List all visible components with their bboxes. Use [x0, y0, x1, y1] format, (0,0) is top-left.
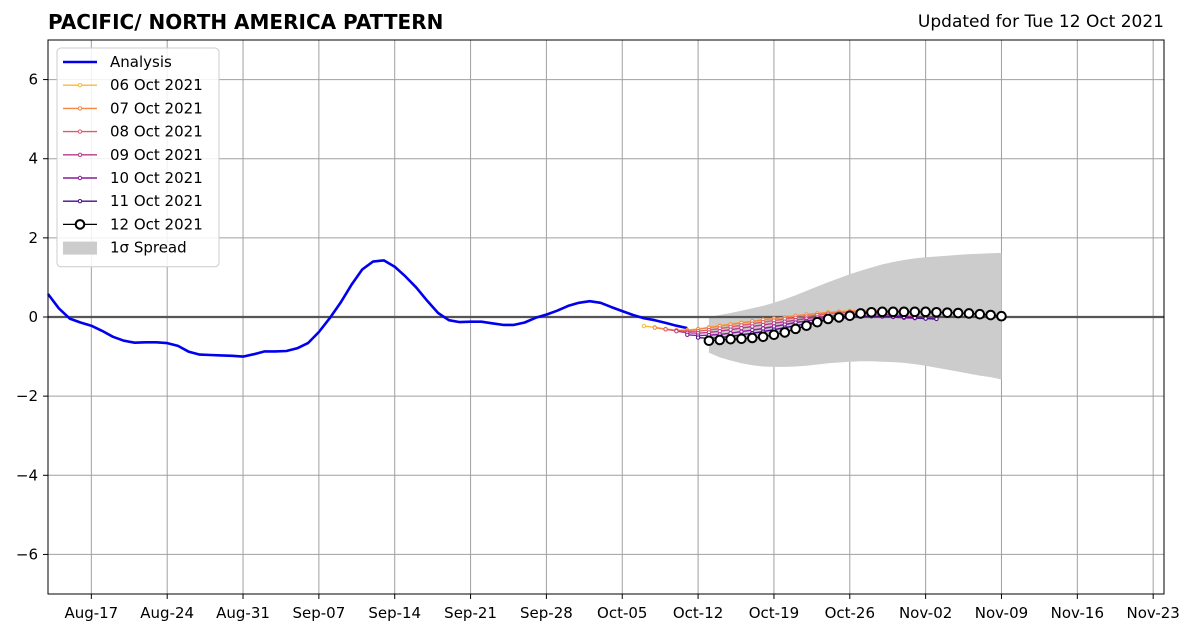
legend-label-08-oct-2021: 08 Oct 2021 [110, 123, 203, 141]
series-point-12-oct-2021 [703, 335, 715, 347]
x-tick-label: Sep-28 [520, 604, 573, 622]
series-point-12-oct-2021 [974, 308, 986, 320]
x-tick-label: Oct-12 [673, 604, 723, 622]
series-point-09-oct-2021 [674, 329, 679, 334]
series-point-09-oct-2021 [728, 327, 733, 332]
series-point-09-oct-2021 [760, 322, 766, 328]
legend-box [56, 47, 220, 268]
series-point-07-oct-2021 [652, 325, 657, 330]
legend-swatch-spread [63, 241, 97, 255]
series-point-09-oct-2021 [750, 324, 755, 329]
y-tick-label: −6 [16, 545, 38, 563]
series-point-12-oct-2021 [790, 323, 801, 335]
legend-marker-12-oct-2021 [74, 219, 86, 230]
y-tick-label: 0 [28, 308, 38, 326]
x-tick-label: Aug-24 [140, 604, 194, 622]
series-point-12-oct-2021 [887, 306, 899, 318]
y-tick-label: 2 [28, 229, 38, 247]
x-tick-label: Aug-17 [64, 604, 118, 622]
x-tick-label: Oct-05 [597, 604, 647, 622]
legend-label-1-spread: 1σ Spread [110, 239, 187, 257]
legend-marker-11-oct-2021 [77, 199, 83, 204]
legend-marker-10-oct-2021 [77, 175, 83, 181]
x-tick-label: Nov-02 [899, 604, 952, 622]
x-tick-label: Nov-09 [975, 604, 1028, 622]
y-tick-label: 4 [28, 150, 38, 168]
series-point-08-oct-2021 [663, 327, 668, 332]
series-line-analysis [46, 259, 688, 358]
series-point-12-oct-2021 [866, 306, 877, 318]
series-point-12-oct-2021 [963, 308, 975, 319]
series-point-12-oct-2021 [725, 333, 736, 345]
x-tick-label: Sep-21 [444, 604, 497, 622]
series-point-06-oct-2021 [641, 323, 647, 329]
series-line-12-oct-2021 [708, 311, 1002, 342]
series-point-12-oct-2021 [942, 307, 953, 318]
series-point-11-oct-2021 [934, 316, 939, 322]
legend-label-09-oct-2021: 09 Oct 2021 [110, 146, 203, 164]
chart-title: PACIFIC/ NORTH AMERICA PATTERN [48, 10, 444, 34]
legend-marker-06-oct-2021 [77, 83, 83, 88]
series-point-12-oct-2021 [996, 310, 1007, 322]
series-point-12-oct-2021 [909, 306, 921, 318]
y-tick-label: 6 [28, 71, 38, 89]
series-layer [46, 259, 1007, 358]
chart-subtitle: Updated for Tue 12 Oct 2021 [917, 12, 1164, 32]
series-point-12-oct-2021 [811, 316, 823, 328]
series-point-12-oct-2021 [714, 334, 726, 346]
legend-marker-07-oct-2021 [77, 106, 83, 111]
series-point-12-oct-2021 [920, 306, 931, 318]
series-point-12-oct-2021 [736, 333, 747, 345]
series-point-12-oct-2021 [757, 331, 769, 343]
legend: Analysis 06 Oct 2021 07 Oct 2021 08 Oct 202… [56, 47, 220, 268]
series-point-12-oct-2021 [801, 320, 812, 332]
series-point-10-oct-2021 [685, 332, 690, 338]
series-point-12-oct-2021 [985, 309, 996, 321]
legend-label-11-oct-2021: 11 Oct 2021 [110, 192, 203, 210]
series-point-12-oct-2021 [844, 310, 856, 322]
series-point-12-oct-2021 [952, 307, 964, 319]
series-point-12-oct-2021 [746, 332, 758, 344]
y-tick-label: −2 [16, 387, 38, 405]
x-tick-label: Sep-14 [368, 604, 421, 622]
legend-marker-08-oct-2021 [77, 129, 83, 134]
legend-marker-09-oct-2021 [77, 152, 83, 158]
x-tick-label: Nov-23 [1126, 604, 1179, 622]
x-tick-label: Sep-07 [292, 604, 345, 622]
series-point-12-oct-2021 [768, 329, 780, 341]
y-tick-label: −4 [16, 466, 38, 484]
series-point-12-oct-2021 [898, 306, 910, 318]
series-point-09-oct-2021 [739, 325, 744, 331]
series-point-12-oct-2021 [822, 313, 834, 325]
x-tick-label: Oct-26 [825, 604, 875, 622]
series-point-11-oct-2021 [695, 335, 701, 340]
legend-label-analysis: Analysis [110, 53, 172, 71]
axes-layer: Aug-17 Aug-24 Aug-31 Sep-07 Sep-14 Sep-21 Sep-… [16, 39, 1180, 622]
x-tick-label: Oct-19 [749, 604, 799, 622]
legend-label-12-oct-2021: 12 Oct 2021 [110, 215, 203, 233]
series-point-12-oct-2021 [931, 306, 942, 318]
legend-label-10-oct-2021: 10 Oct 2021 [110, 169, 203, 187]
x-tick-label: Aug-31 [216, 604, 270, 622]
legend-label-06-oct-2021: 06 Oct 2021 [110, 76, 203, 94]
series-point-12-oct-2021 [779, 327, 791, 338]
x-tick-label: Nov-16 [1051, 604, 1104, 622]
series-point-12-oct-2021 [855, 308, 866, 319]
series-point-11-oct-2021 [923, 316, 928, 321]
legend-label-07-oct-2021: 07 Oct 2021 [110, 99, 203, 117]
series-point-12-oct-2021 [876, 306, 888, 318]
series-point-12-oct-2021 [833, 312, 845, 323]
